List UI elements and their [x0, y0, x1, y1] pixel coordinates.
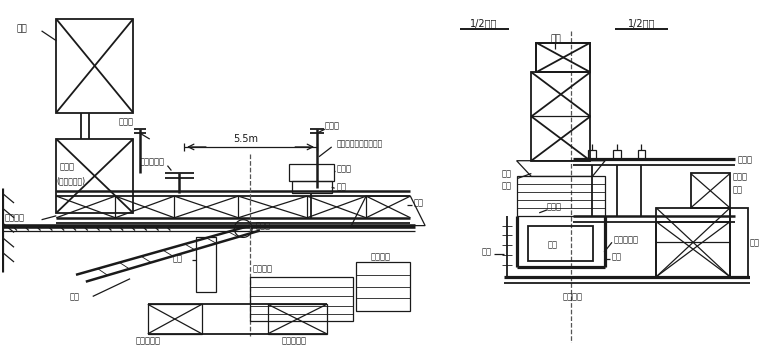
Bar [528, 226, 594, 261]
Text: 锚固结构: 锚固结构 [5, 213, 24, 222]
Bar [56, 19, 133, 112]
Text: 垫座: 垫座 [733, 186, 743, 195]
Bar [656, 208, 730, 277]
Bar [613, 150, 621, 159]
Text: 1/2后视: 1/2后视 [470, 18, 498, 28]
Bar [290, 164, 334, 181]
Bar [691, 174, 730, 208]
Bar [517, 176, 605, 216]
Text: 前长架: 前长架 [738, 155, 753, 164]
Text: 后支承横架: 后支承横架 [135, 336, 160, 345]
Text: 压重: 压重 [550, 34, 562, 43]
Text: 前长架（附脚手平台）: 前长架（附脚手平台） [337, 139, 383, 149]
Bar [268, 304, 327, 334]
Bar [293, 181, 331, 193]
Text: 内模: 内模 [548, 241, 558, 250]
Text: 锚固: 锚固 [502, 169, 511, 178]
Bar [56, 139, 133, 213]
Text: 1/2前视: 1/2前视 [628, 18, 655, 28]
Text: 底模: 底模 [612, 253, 622, 262]
Bar [638, 150, 645, 159]
Text: 走行轮: 走行轮 [256, 221, 271, 230]
Text: 结构: 结构 [502, 182, 511, 191]
Text: 底模平台: 底模平台 [253, 264, 273, 273]
Text: 悬吊侧横架: 悬吊侧横架 [140, 157, 165, 166]
Text: 前吊杆: 前吊杆 [325, 122, 340, 131]
Text: 后轮架: 后轮架 [547, 202, 562, 211]
Text: 斜梯: 斜梯 [69, 292, 79, 301]
Bar [356, 262, 410, 311]
Bar [196, 237, 216, 291]
Text: 后长架: 后长架 [59, 162, 74, 171]
Text: 垫座: 垫座 [337, 183, 347, 192]
Text: (附脚手平台): (附脚手平台) [56, 176, 85, 185]
Bar [537, 43, 591, 72]
Bar [730, 208, 748, 277]
Bar [250, 277, 353, 321]
Bar [537, 43, 591, 72]
Text: 吊架: 吊架 [413, 198, 423, 208]
Text: 前短架: 前短架 [733, 172, 748, 181]
Text: 5.5m: 5.5m [233, 134, 258, 144]
Text: 侧模: 侧模 [173, 255, 182, 264]
Text: 吊架及横联: 吊架及横联 [614, 235, 639, 244]
Bar [531, 72, 591, 161]
Text: 斜梯: 斜梯 [482, 248, 492, 257]
Text: 压重: 压重 [17, 24, 27, 33]
Bar [588, 150, 597, 159]
Text: 前支承横架: 前支承横架 [282, 336, 307, 345]
Bar [656, 222, 730, 277]
Bar [147, 304, 202, 334]
Text: 侧模: 侧模 [749, 239, 760, 248]
Text: 前短架: 前短架 [337, 164, 352, 173]
Text: 底模平台: 底模平台 [562, 292, 583, 301]
Text: 后吊杆: 后吊杆 [119, 117, 133, 126]
Text: 张拉平台: 张拉平台 [371, 253, 391, 262]
